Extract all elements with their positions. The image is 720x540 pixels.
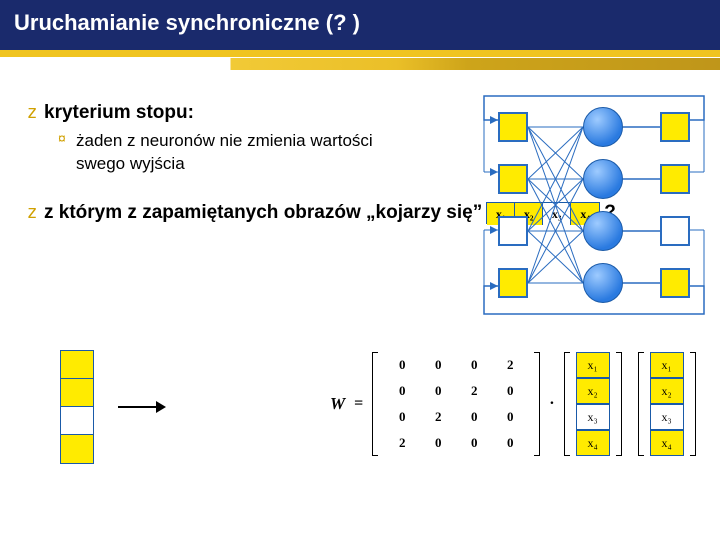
matrix-cell: 0 [384,352,420,378]
bracket-right [616,352,622,456]
bullet-1-sub-text: żaden z neuronów nie zmienia wartości sw… [76,130,396,176]
output-box [660,164,690,194]
output-vector-column: x₁x₂x₃x₄ [650,352,684,456]
bracket-right [690,352,696,456]
sub-bullet-marker: ¤ [58,130,76,176]
matrix-cell: 0 [492,430,528,456]
vector-cell [61,379,93,407]
neuron-node [583,159,623,199]
vector-cell: x₄ [650,430,684,456]
input-box [498,164,528,194]
input-box [498,112,528,142]
vector-cell [61,351,93,379]
equals-sign: = [351,395,366,413]
matrix-cell: 0 [456,404,492,430]
input-box [498,216,528,246]
vector-cell: x₃ [576,404,610,430]
vector-cell [61,435,93,463]
weight-matrix: 0002002002002000 [384,352,528,456]
column-vector-group [60,350,166,464]
matrix-cell: 0 [420,352,456,378]
matrix-cell: 2 [456,378,492,404]
matrix-cell: 0 [456,430,492,456]
arrow-icon [118,398,166,416]
matrix-cell: 0 [384,378,420,404]
matrix-cell: 0 [420,378,456,404]
matrix-cell: 0 [456,352,492,378]
vector-cell [61,407,93,435]
bullet-marker: z [20,102,44,123]
bracket-left [638,352,644,456]
neuron-node [583,263,623,303]
bullet-2-prefix: z którym z zapamiętanych obrazów „kojarz… [44,202,482,224]
vector-cell: x₂ [576,378,610,404]
matrix-equation: W = 0002002002002000 · x₁x₂x₃x₄ x₁x₂x₃x₄ [330,352,696,456]
bracket-right [534,352,540,456]
accent-bar [0,58,720,70]
vector-cell: x₁ [650,352,684,378]
neuron-node [583,211,623,251]
bullet-marker: z [20,202,44,223]
vector-cell: x₃ [650,404,684,430]
vector-cell: x₁ [576,352,610,378]
vector-cell: x₄ [576,430,610,456]
matrix-cell: 0 [384,404,420,430]
matrix-cell: 0 [492,378,528,404]
input-box [498,268,528,298]
neural-network-diagram [478,90,708,320]
matrix-cell: 0 [492,404,528,430]
bracket-left [372,352,378,456]
vector-cell: x₂ [650,378,684,404]
output-box [660,268,690,298]
matrix-cell: 0 [420,430,456,456]
matrix-cell: 2 [420,404,456,430]
output-box [660,112,690,142]
neuron-node [583,107,623,147]
dot-operator: · [546,395,557,413]
matrix-cell: 2 [384,430,420,456]
output-box [660,216,690,246]
input-column-vector [60,350,94,464]
matrix-cell: 2 [492,352,528,378]
matrix-label: W [330,394,345,414]
bracket-left [564,352,570,456]
slide-title: Uruchamianie synchroniczne (? ) [0,0,720,57]
input-vector-column: x₁x₂x₃x₄ [576,352,610,456]
